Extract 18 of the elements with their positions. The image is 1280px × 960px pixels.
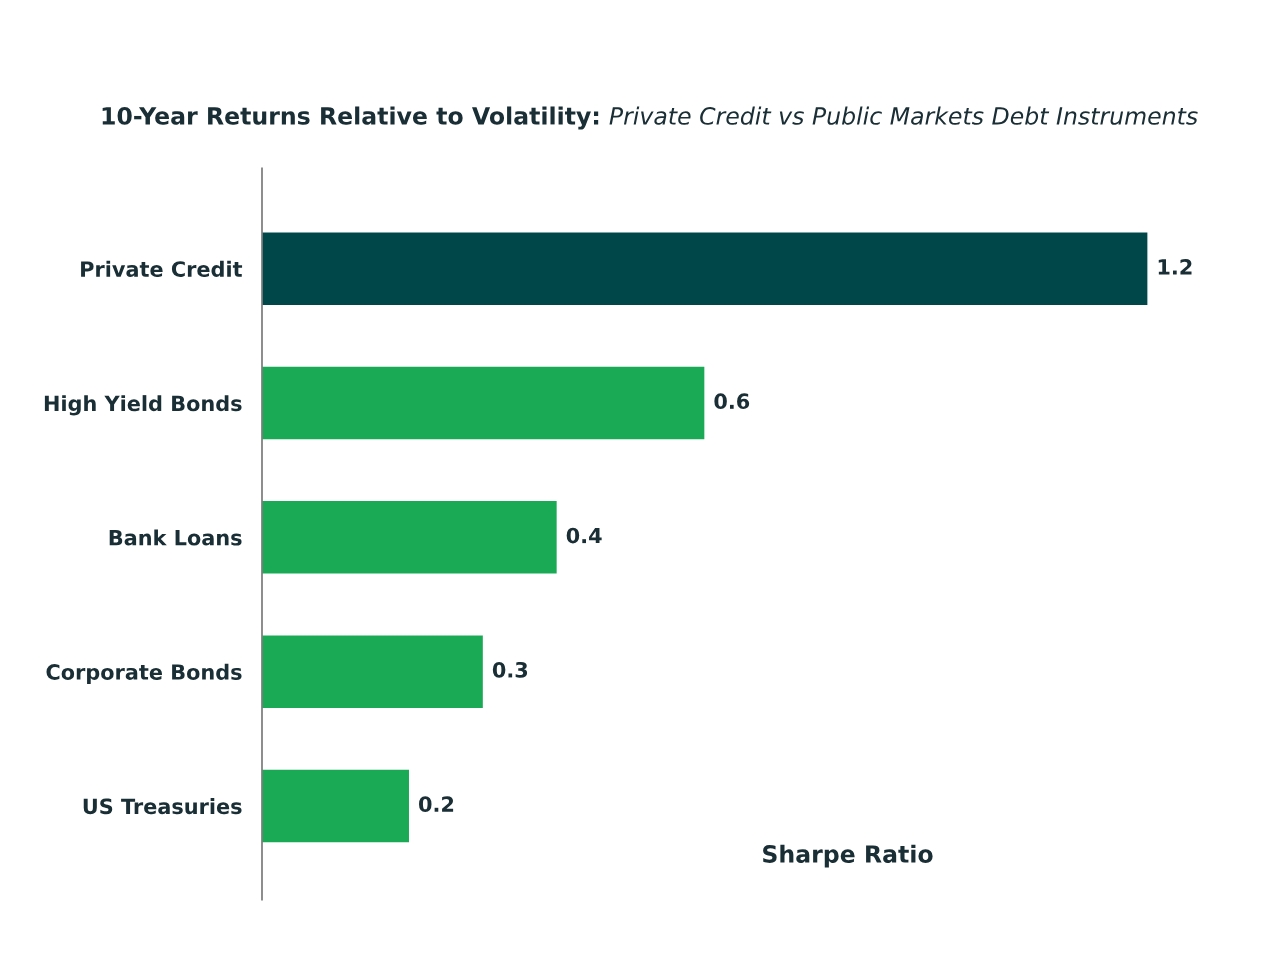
y-tick-label: High Yield Bonds [44,395,242,416]
bar [262,365,706,441]
bar [262,231,1149,307]
data-label: 0.3 [492,661,528,678]
data-label: 0.6 [714,393,750,410]
bar [262,634,485,710]
data-label: 0.4 [566,527,602,544]
y-tick-label: US Treasuries [83,798,242,815]
y-tick-label: Corporate Bonds [46,663,242,684]
y-tick-label: Bank Loans [109,529,242,546]
bar [262,499,559,575]
data-label: 0.2 [419,796,454,813]
chart-subtitle: Private Credit vs Public Markets Debt Instruments [609,106,1198,125]
x-axis-title: Sharpe Ratio [763,844,933,868]
bar [262,768,411,844]
chart-title: 10-Year Returns Relative to Volatility: [102,106,599,130]
y-tick-label: Private Credit [81,260,243,277]
data-label: 1.2 [1158,259,1192,275]
